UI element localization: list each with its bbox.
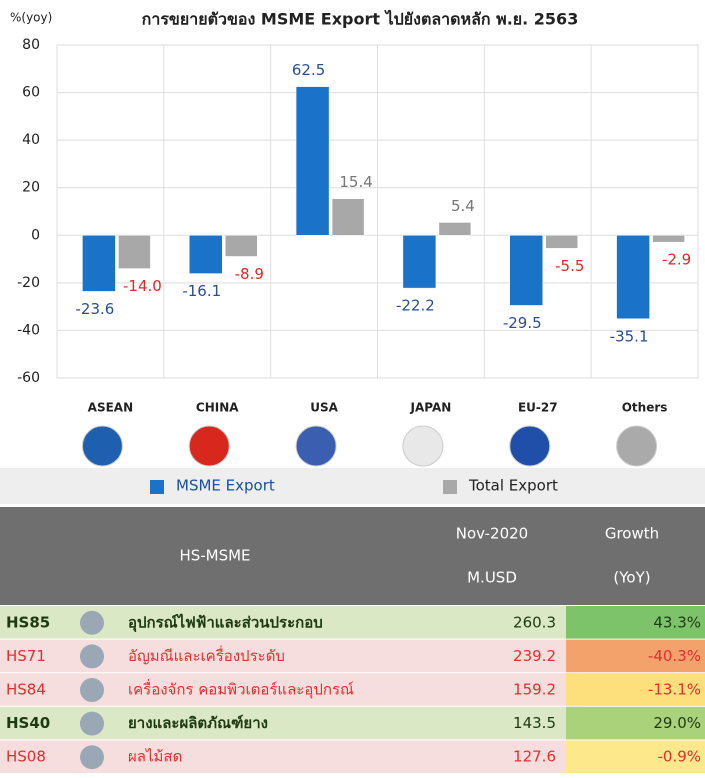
y-tick-label: -60 [17, 370, 40, 386]
hs-code: HS84 [6, 681, 46, 699]
data-label: -5.5 [555, 257, 584, 275]
flag-icon [295, 425, 337, 467]
flag-icon [509, 425, 551, 467]
product-name: ผลไม้สด [128, 748, 182, 766]
flag-icon [616, 425, 658, 467]
product-icon [80, 745, 104, 770]
hs-code: HS08 [6, 748, 46, 766]
y-tick-label: -20 [17, 275, 40, 291]
hs-code: HS40 [6, 714, 50, 732]
product-icon [80, 678, 104, 702]
bar [82, 235, 116, 292]
data-label: -16.1 [182, 282, 221, 300]
product-name: ยางและผลิตภัณฑ์ยาง [128, 714, 268, 732]
product-name: อุปกรณ์ไฟฟ้าและส่วนประกอบ [128, 612, 323, 632]
header-cell: Nov-2020 [456, 525, 528, 543]
y-tick-label: 60 [22, 85, 40, 101]
hs-code: HS71 [6, 647, 46, 665]
data-label: -2.9 [662, 251, 691, 269]
growth-text: -40.3% [648, 647, 701, 665]
x-tick-label: JAPAN [410, 401, 452, 415]
hs-code: HS85 [6, 613, 50, 631]
growth-text: 29.0% [653, 714, 701, 732]
bar [295, 86, 330, 236]
growth-text: -13.1% [648, 681, 701, 699]
flag-icon [402, 425, 444, 467]
growth-cell [566, 639, 705, 673]
x-tick-label: ASEAN [88, 401, 133, 415]
data-label: -14.0 [123, 277, 162, 295]
bar [225, 235, 258, 257]
value-cell: 159.2 [513, 681, 556, 699]
x-tick-label: CHINA [196, 401, 239, 415]
product-name: อัญมณีและเครื่องประดับ [128, 645, 285, 665]
bar [331, 198, 365, 236]
product-name: เครื่องจักร คอมพิวเตอร์และอุปกรณ์ [128, 679, 354, 700]
data-label: 15.4 [339, 173, 372, 191]
header-cell: M.USD [467, 569, 517, 587]
legend-band [0, 468, 705, 504]
data-label: 5.4 [451, 197, 475, 215]
bar [616, 235, 650, 320]
flag-icon [188, 425, 230, 467]
header-cell: Growth [605, 525, 659, 543]
bar [509, 235, 543, 306]
growth-cell [566, 740, 705, 773]
flag-icon [81, 425, 123, 467]
y-tick-label: -40 [17, 322, 40, 338]
data-label: 62.5 [292, 61, 325, 79]
data-label: -29.5 [503, 314, 542, 332]
y-tick-label: 20 [22, 180, 40, 196]
bar [402, 235, 437, 289]
header-cell: HS-MSME [179, 547, 250, 565]
legend-label: MSME Export [176, 477, 275, 495]
product-icon [80, 644, 104, 669]
bar [189, 235, 223, 274]
bar [438, 222, 472, 236]
y-tick-label: 0 [31, 227, 40, 243]
growth-cell [566, 706, 705, 740]
data-label: -35.1 [610, 327, 649, 345]
legend-swatch [443, 480, 457, 494]
y-tick-label: 80 [22, 37, 40, 53]
x-tick-label: USA [310, 401, 338, 415]
growth-cell [566, 673, 705, 706]
y-tick-label: 40 [22, 132, 40, 148]
growth-cell [566, 606, 705, 639]
header-cell: (YoY) [613, 569, 650, 587]
chart-title: การขยายตัวของ MSME Export ไปยังตลาดหลัก … [142, 10, 579, 29]
data-label: -22.2 [396, 297, 435, 315]
x-tick-label: Others [622, 401, 668, 415]
product-icon [80, 610, 104, 635]
y-axis-label: %(yoy) [10, 11, 52, 25]
value-cell: 260.3 [513, 613, 556, 631]
data-label: -8.9 [235, 265, 264, 283]
bar [118, 235, 151, 269]
legend-swatch [150, 480, 164, 494]
bar [545, 235, 578, 249]
value-cell: 143.5 [513, 714, 556, 732]
growth-text: -0.9% [657, 748, 701, 766]
bar [652, 235, 685, 243]
value-cell: 127.6 [513, 748, 556, 766]
legend-label: Total Export [468, 477, 558, 495]
table-header [0, 507, 705, 605]
x-tick-label: EU-27 [518, 401, 558, 415]
data-label: -23.6 [76, 300, 115, 318]
value-cell: 239.2 [513, 647, 556, 665]
product-icon [80, 711, 104, 736]
growth-text: 43.3% [653, 613, 701, 631]
